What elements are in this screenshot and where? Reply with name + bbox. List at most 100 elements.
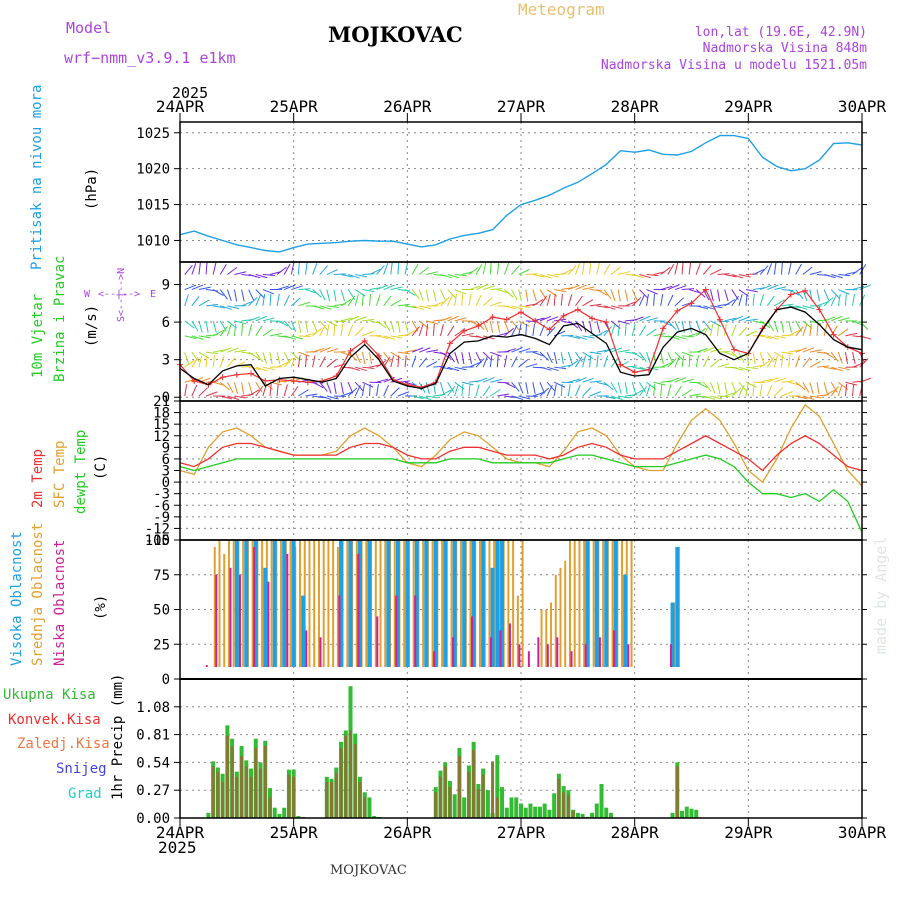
y-tick-label: 1025 [136,126,170,142]
wind-arrow [447,325,455,337]
precip-total-bar [537,806,542,818]
cloud-mid-bar [478,540,481,667]
wind-arrow [859,320,869,330]
wind-arrow [426,395,439,399]
cloud-high-bar [604,540,609,667]
cloud-mid-bar [308,540,311,667]
compass-w: W [84,289,91,300]
precip-total-bar [452,794,457,818]
wind-arrow [617,320,630,325]
wind-arrow [432,323,435,336]
wind-arrow [447,294,453,307]
wind-arrow [198,320,203,333]
wind-arrow [752,383,755,397]
wind-arrow [824,366,837,370]
wind-arrow [610,266,621,275]
wind-arrow [752,352,756,365]
precip-total-bar [533,806,538,818]
wind-arrow [589,262,592,275]
wind-arrow [362,289,375,293]
precip-total-bar [282,807,287,818]
wind-arrow [376,335,389,340]
wind-arrow [802,357,811,368]
wind-arrow [717,363,730,368]
wind-arrow [397,391,410,397]
cloud-high-bar [613,540,618,667]
wind-arrow [340,298,352,307]
wind-arrow [823,274,836,279]
lonlat-label: lon,lat (19.6E, 42.9N) [694,25,867,40]
wind-gust-marker [375,352,382,359]
cloud-low-bar [452,637,455,667]
model-label: Model [66,19,112,37]
wind-arrow [504,381,516,389]
cloud-mid-bar [393,540,396,667]
wind-arrow [760,335,773,339]
cloud-mid-bar [365,540,368,667]
wind-arrow [695,263,701,275]
wind-gust-marker [589,315,596,322]
precip-total-bar [485,790,490,818]
wind-arrow [248,351,260,359]
wind-arrow [347,274,360,279]
wind-arrow [475,263,483,275]
precip-conv-bar [268,797,272,818]
wind-arrow [418,347,431,353]
wind-arrow [340,289,346,302]
y-tick-label: 6 [162,315,170,331]
wind-gust-marker [716,316,723,323]
wind-arrow [504,348,517,353]
wind-arrow [667,294,674,307]
wind-arrow [411,289,420,300]
wind-arrow [802,266,813,275]
wind-gust-marker [603,319,610,326]
wind-arrow [773,355,778,368]
wind-arrow [440,389,452,397]
wind-arrow [461,384,464,397]
wind-arrow [490,378,502,383]
y-tick-label: 21 [153,394,170,410]
wind-arrow [631,289,638,301]
cloud-mid-bar [568,540,571,667]
cloud-high-bar [253,540,258,667]
wind-arrow [838,328,849,337]
wind-arrow [276,266,287,275]
wind-arrow [503,263,510,275]
cloud-mid-bar [441,540,444,667]
wind-arrow [404,349,417,353]
wind-arrow [788,349,801,353]
footer-station: MOJKOVAC [330,863,407,878]
dewpt-line [179,454,863,533]
wind-arrow [354,326,364,337]
wind-arrow [653,332,666,337]
wind-arrow [788,355,791,368]
wind-arrow [440,316,452,322]
wind-arrow [482,377,495,383]
precip-conv-bar [349,730,352,818]
wind-arrow [632,274,644,279]
precip-total-bar [509,797,514,818]
wind-gust-marker [702,286,709,293]
precip-conv-bar [292,776,296,818]
precip-conv-bar [287,774,291,818]
wind-arrow [539,382,545,394]
wind-arrow [845,332,858,337]
wind-arrow [631,297,642,307]
precip-conv-bar [240,756,244,818]
wind-arrow [226,324,232,337]
wind-arrow [539,387,550,397]
cloud-mid-bar [403,540,406,667]
wind-arrow [383,384,389,397]
cloud-mid-bar [550,602,553,667]
precip-conv-bar [334,772,338,818]
wind-speed-line [179,306,863,390]
wind-arrow [496,320,501,333]
wind-arrow [603,326,612,337]
precip-total-bar [694,809,699,818]
wind-arrow [290,262,295,275]
wind-arrow [305,331,318,337]
wind-arrow [489,389,501,397]
wind-arrow [546,384,553,397]
wind-arrow [653,384,656,397]
precip-total-bar [590,812,595,818]
